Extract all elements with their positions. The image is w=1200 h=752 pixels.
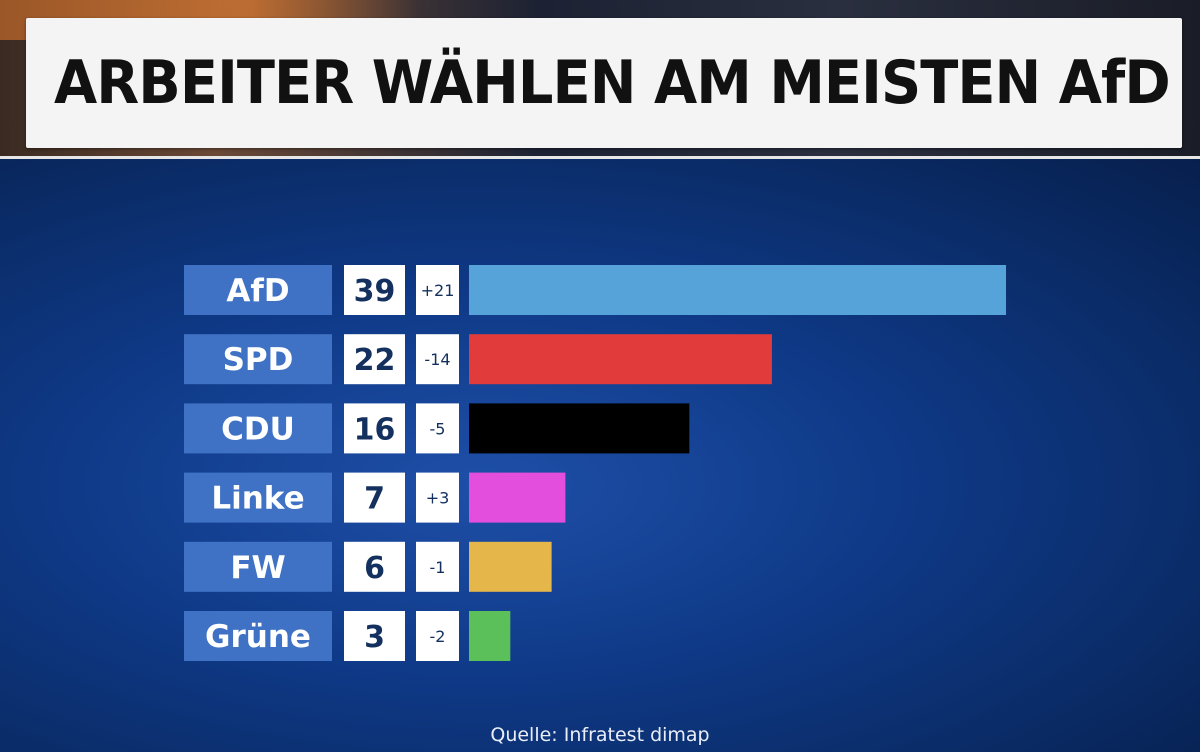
change-box bbox=[416, 334, 459, 385]
party-label: FW bbox=[230, 550, 285, 586]
value-box bbox=[344, 472, 405, 523]
data-label: 16 bbox=[354, 412, 396, 447]
party-label-box bbox=[184, 265, 332, 315]
change-label: -2 bbox=[430, 627, 446, 646]
data-label: 6 bbox=[364, 551, 385, 586]
change-box bbox=[416, 265, 459, 315]
value-box bbox=[344, 403, 405, 454]
party-label: AfD bbox=[226, 273, 289, 309]
header-divider bbox=[0, 156, 1200, 159]
bar-linke bbox=[469, 472, 566, 523]
data-label: 39 bbox=[354, 274, 396, 309]
party-label-box bbox=[184, 541, 332, 592]
party-label: SPD bbox=[223, 342, 294, 378]
party-label-box bbox=[184, 472, 332, 523]
party-label: Grüne bbox=[205, 619, 311, 655]
chart-title: ARBEITER WÄHLEN AM MEISTEN AfD bbox=[54, 48, 1171, 118]
party-label: CDU bbox=[221, 411, 295, 447]
value-box bbox=[344, 334, 405, 385]
bar-grüne bbox=[469, 611, 511, 661]
party-label-box bbox=[184, 611, 332, 661]
bar-cdu bbox=[469, 403, 690, 454]
change-box bbox=[416, 611, 459, 661]
bar-afd bbox=[469, 265, 1007, 315]
party-label-box bbox=[184, 403, 332, 454]
bar-spd bbox=[469, 334, 772, 385]
change-box bbox=[416, 541, 459, 592]
change-label: +21 bbox=[421, 281, 455, 300]
data-label: 3 bbox=[364, 620, 385, 655]
headline-box: ARBEITER WÄHLEN AM MEISTEN AfD bbox=[26, 18, 1182, 148]
value-box bbox=[344, 611, 405, 661]
bar-fw bbox=[469, 541, 552, 592]
change-label: +3 bbox=[426, 489, 450, 508]
change-label: -5 bbox=[430, 419, 446, 438]
change-label: -14 bbox=[424, 350, 450, 369]
change-box bbox=[416, 472, 459, 523]
value-box bbox=[344, 541, 405, 592]
data-label: 7 bbox=[364, 482, 385, 517]
data-label: 22 bbox=[354, 343, 396, 378]
party-label-box bbox=[184, 334, 332, 385]
change-box bbox=[416, 403, 459, 454]
source-note: Quelle: Infratest dimap bbox=[490, 724, 710, 746]
change-label: -1 bbox=[430, 558, 446, 577]
value-box bbox=[344, 265, 405, 315]
party-label: Linke bbox=[211, 481, 304, 517]
